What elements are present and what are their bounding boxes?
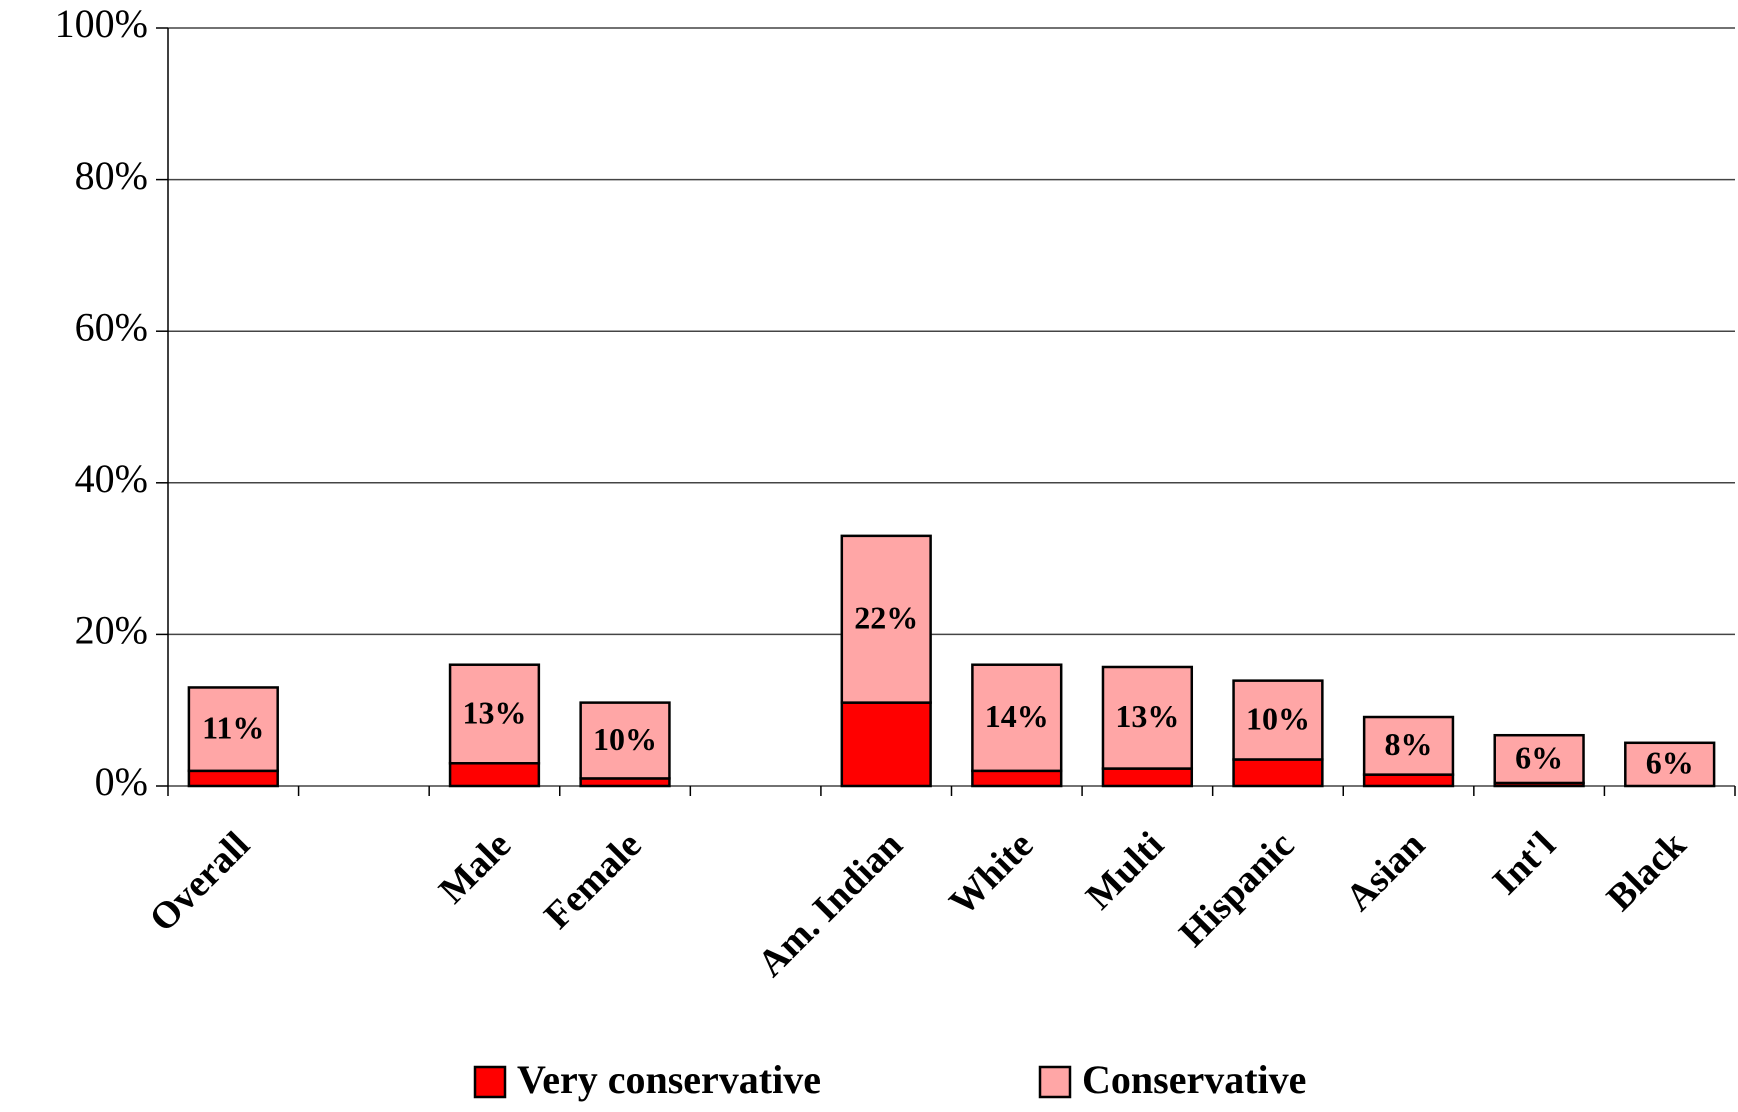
bar-segment: [1362, 773, 1455, 788]
data-label: 13%: [1115, 698, 1179, 734]
x-tick-label: Hispanic: [1171, 824, 1302, 955]
bar-segment: [1232, 758, 1324, 788]
y-tick-label: 100%: [55, 1, 148, 46]
bar-segment: [840, 701, 932, 788]
y-tick-label: 40%: [75, 456, 148, 501]
data-label: 10%: [1246, 700, 1310, 736]
data-label: 14%: [985, 698, 1049, 734]
bar-segment: [971, 769, 1063, 788]
legend-swatch: [473, 1065, 507, 1099]
bar-segment: [1232, 679, 1324, 761]
data-label: 13%: [462, 694, 526, 730]
x-tick-label: Overall: [142, 824, 258, 940]
x-tick-label: Black: [1599, 823, 1695, 919]
x-tick-label: White: [941, 824, 1041, 924]
x-tick-label: Am. Indian: [750, 824, 911, 985]
y-tick-label: 80%: [75, 153, 148, 198]
x-tick-label: Male: [431, 824, 519, 912]
y-tick-label: 60%: [75, 304, 148, 349]
data-label: 6%: [1646, 745, 1694, 781]
legend-swatch: [1038, 1065, 1072, 1099]
bar-segment: [1101, 665, 1194, 770]
legend-label: Very conservative: [517, 1057, 821, 1102]
y-tick-label: 0%: [95, 759, 148, 804]
y-tick-label: 20%: [75, 608, 148, 653]
x-tick-label: Female: [536, 824, 649, 937]
data-label: 22%: [854, 600, 918, 636]
bar-segment: [971, 663, 1063, 773]
bar-segment: [1624, 741, 1716, 788]
data-label: 11%: [202, 709, 264, 745]
bar-segment: [187, 769, 279, 788]
bar-segment: [840, 534, 932, 704]
bar-segment: [448, 762, 541, 788]
x-tick-label: Multi: [1078, 824, 1172, 918]
data-label: 6%: [1515, 739, 1563, 775]
bar-segment: [448, 663, 541, 765]
bar-segment: [187, 686, 279, 773]
x-tick-label: Asian: [1338, 824, 1433, 919]
bar-segment: [1362, 715, 1455, 776]
bar-segment: [1493, 733, 1585, 785]
data-label: 8%: [1385, 726, 1433, 762]
bar-segment: [579, 701, 671, 780]
legend-label: Conservative: [1082, 1057, 1306, 1102]
data-label: 10%: [593, 721, 657, 757]
x-tick-label: Int'l: [1485, 824, 1564, 903]
bar-segment: [1101, 767, 1194, 788]
